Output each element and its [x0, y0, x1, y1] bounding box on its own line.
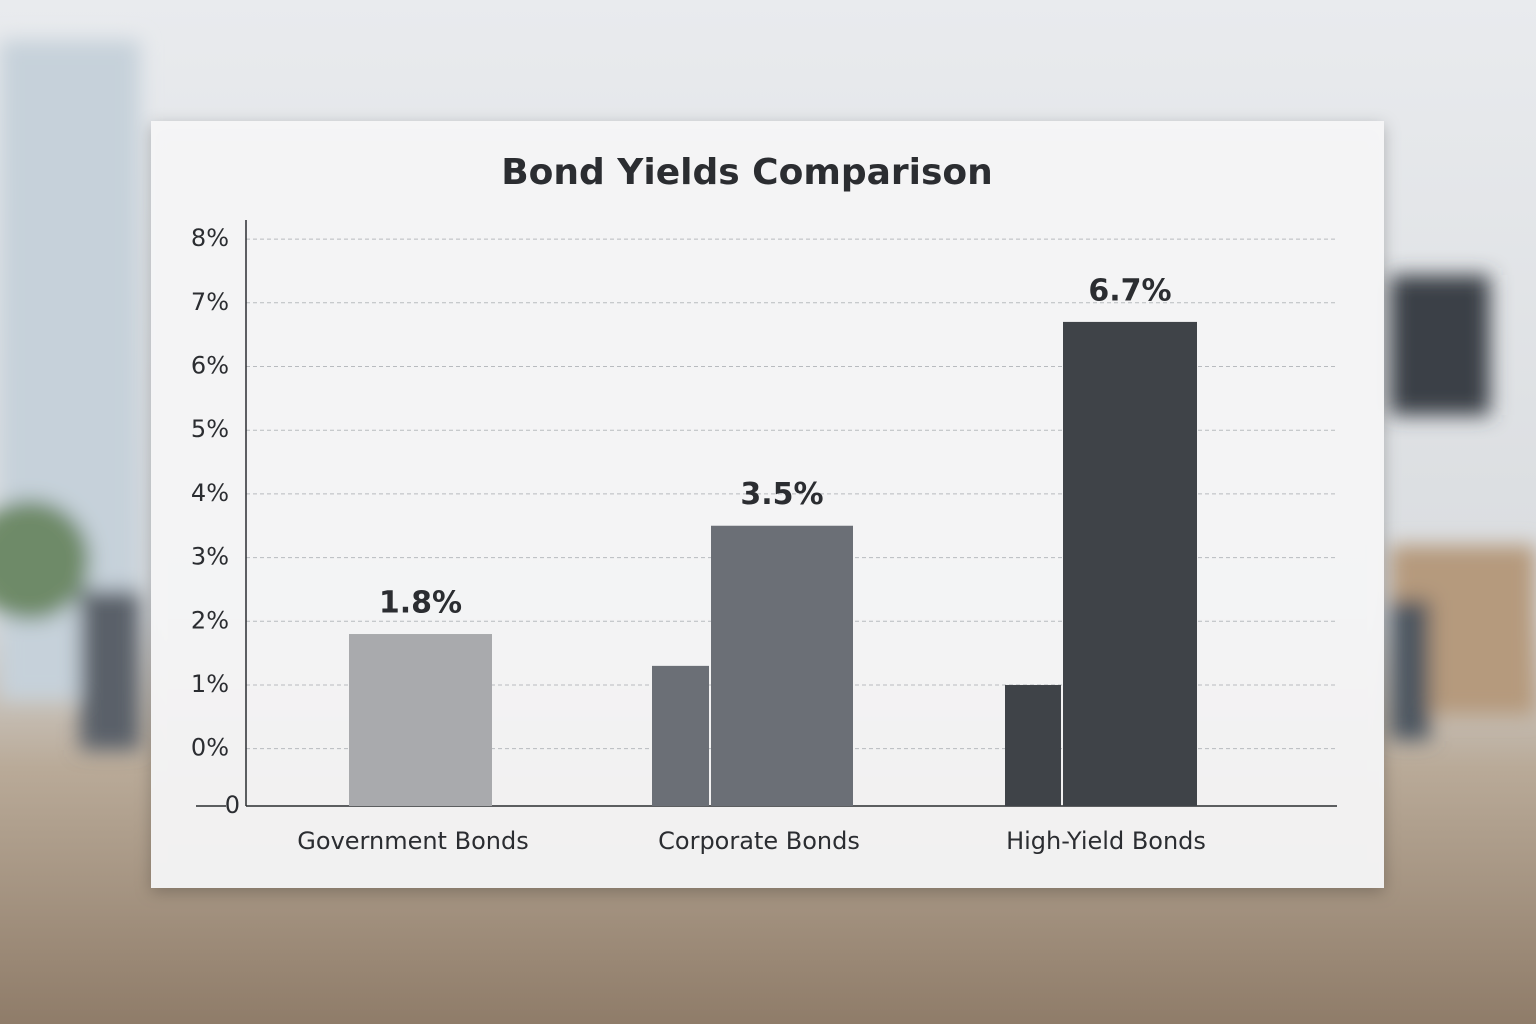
bar	[711, 525, 853, 806]
y-tick-label: 3%	[191, 543, 229, 571]
y-tick-label: 4%	[191, 479, 229, 507]
y-tick-label: 7%	[191, 288, 229, 316]
y-tick-label: 0%	[191, 734, 229, 762]
y-tick-label: 8%	[191, 224, 229, 252]
bar	[349, 634, 492, 806]
secondary-bar	[1005, 684, 1061, 806]
origin-label: 0	[225, 791, 240, 819]
x-tick-label: Corporate Bonds	[658, 827, 860, 855]
y-tick-label: 5%	[191, 415, 229, 443]
value-label: 6.7%	[1088, 273, 1171, 308]
y-tick-label: 1%	[191, 670, 229, 698]
x-tick-label: High-Yield Bonds	[1006, 827, 1206, 855]
chart-title: Bond Yields Comparison	[501, 152, 993, 193]
y-tick-label: 2%	[191, 606, 229, 634]
value-label: 1.8%	[379, 586, 462, 621]
plot-area: 0% 1% 2% 3% 4% 5% 6% 7% 8% 0 1.8% Government Bonds 3…	[191, 220, 1337, 855]
secondary-bar	[652, 665, 709, 806]
x-tick-label: Government Bonds	[297, 827, 528, 855]
value-label: 3.5%	[740, 477, 823, 512]
y-tick-label: 6%	[191, 352, 229, 380]
bar	[1063, 321, 1197, 806]
